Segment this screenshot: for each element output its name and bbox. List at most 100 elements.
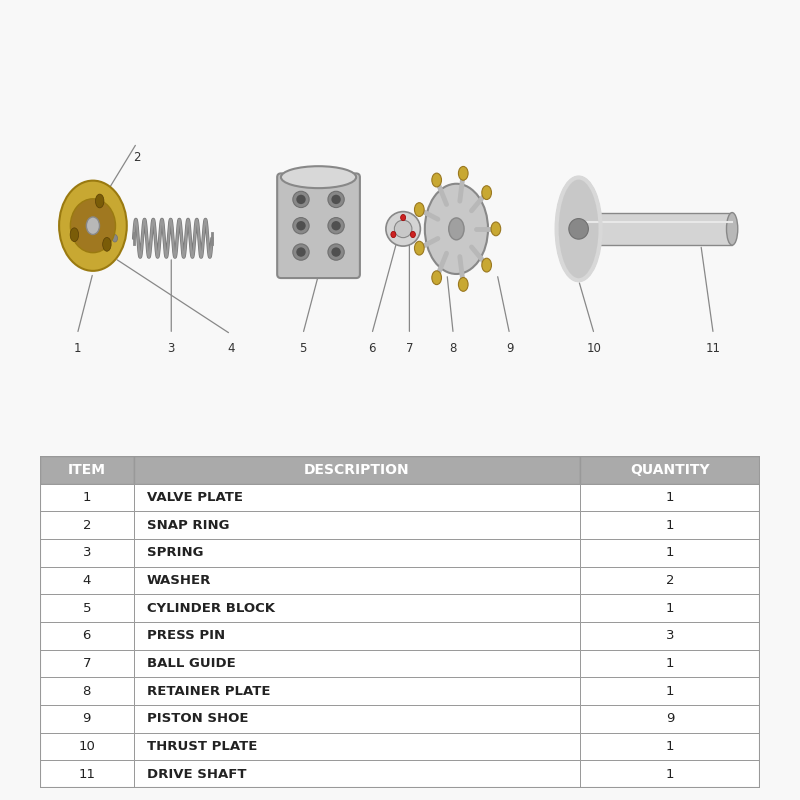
Ellipse shape	[432, 173, 442, 187]
Text: THRUST PLATE: THRUST PLATE	[146, 740, 257, 753]
Text: 8: 8	[450, 342, 457, 354]
Ellipse shape	[491, 222, 501, 236]
Text: 1: 1	[666, 657, 674, 670]
Text: 1: 1	[666, 518, 674, 532]
Text: DESCRIPTION: DESCRIPTION	[304, 463, 410, 477]
Bar	[134, 760, 580, 788]
Ellipse shape	[293, 218, 309, 234]
Bar	[134, 594, 580, 622]
Ellipse shape	[95, 194, 104, 208]
Text: 7: 7	[406, 342, 413, 354]
Bar	[40, 511, 134, 539]
Bar	[40, 760, 134, 788]
FancyBboxPatch shape	[277, 174, 360, 278]
Ellipse shape	[425, 184, 488, 274]
Bar	[580, 594, 760, 622]
Ellipse shape	[449, 218, 464, 240]
Text: CYLINDER BLOCK: CYLINDER BLOCK	[146, 602, 274, 614]
Bar	[134, 733, 580, 760]
Bar	[580, 484, 760, 511]
Ellipse shape	[296, 247, 306, 257]
Text: 9: 9	[506, 342, 514, 354]
Text: 5: 5	[299, 342, 306, 354]
Bar	[134, 456, 580, 484]
Bar	[134, 705, 580, 733]
Text: 2: 2	[133, 150, 141, 163]
Bar	[40, 622, 134, 650]
Text: 1: 1	[74, 342, 81, 354]
Text: 1: 1	[666, 602, 674, 614]
Bar	[40, 539, 134, 566]
Text: 9: 9	[666, 712, 674, 726]
Bar	[40, 484, 134, 511]
Text: 3: 3	[167, 342, 175, 354]
Bar	[40, 566, 134, 594]
Bar	[134, 484, 580, 511]
Text: 2: 2	[82, 518, 91, 532]
Text: 4: 4	[82, 574, 91, 587]
Ellipse shape	[293, 191, 309, 207]
Bar	[580, 678, 760, 705]
Ellipse shape	[410, 231, 415, 238]
Ellipse shape	[482, 258, 491, 272]
Bar	[580, 456, 760, 484]
Bar	[134, 678, 580, 705]
Ellipse shape	[293, 244, 309, 260]
Ellipse shape	[391, 231, 396, 238]
Bar	[40, 678, 134, 705]
Ellipse shape	[482, 186, 491, 199]
Text: 1: 1	[666, 546, 674, 559]
Bar	[578, 213, 732, 245]
Text: 1: 1	[666, 740, 674, 753]
Bar	[40, 456, 134, 484]
Text: 10: 10	[78, 740, 95, 753]
Text: 1: 1	[666, 491, 674, 504]
Bar	[134, 539, 580, 566]
Ellipse shape	[108, 228, 122, 248]
Text: PISTON SHOE: PISTON SHOE	[146, 712, 248, 726]
Ellipse shape	[296, 221, 306, 230]
Ellipse shape	[328, 218, 344, 234]
Text: SNAP RING: SNAP RING	[146, 518, 229, 532]
Ellipse shape	[726, 213, 738, 245]
Bar	[40, 594, 134, 622]
Bar	[580, 733, 760, 760]
Ellipse shape	[394, 220, 412, 238]
Text: 11: 11	[78, 768, 95, 781]
Text: PRESS PIN: PRESS PIN	[146, 630, 225, 642]
Text: VALVE PLATE: VALVE PLATE	[146, 491, 242, 504]
Bar	[134, 650, 580, 678]
Text: 9: 9	[82, 712, 91, 726]
Bar	[580, 511, 760, 539]
Ellipse shape	[70, 228, 78, 242]
Bar	[134, 622, 580, 650]
Ellipse shape	[59, 181, 126, 271]
Text: 4: 4	[227, 342, 234, 354]
Text: 1: 1	[82, 491, 91, 504]
Text: 10: 10	[587, 342, 602, 354]
Ellipse shape	[70, 198, 115, 253]
Text: 5: 5	[82, 602, 91, 614]
Ellipse shape	[112, 234, 118, 242]
Text: BALL GUIDE: BALL GUIDE	[146, 657, 235, 670]
Ellipse shape	[401, 214, 406, 221]
Text: QUANTITY: QUANTITY	[630, 463, 710, 477]
Ellipse shape	[102, 238, 111, 251]
Ellipse shape	[331, 221, 341, 230]
Bar	[580, 650, 760, 678]
Text: RETAINER PLATE: RETAINER PLATE	[146, 685, 270, 698]
Ellipse shape	[432, 271, 442, 285]
Bar	[580, 622, 760, 650]
Ellipse shape	[458, 166, 468, 180]
Ellipse shape	[331, 247, 341, 257]
Bar	[580, 705, 760, 733]
Text: 11: 11	[706, 342, 721, 354]
Ellipse shape	[386, 212, 420, 246]
Bar	[40, 733, 134, 760]
Text: 1: 1	[666, 768, 674, 781]
Text: 1: 1	[666, 685, 674, 698]
Text: 3: 3	[666, 630, 674, 642]
Bar	[40, 705, 134, 733]
Ellipse shape	[458, 278, 468, 291]
Ellipse shape	[86, 217, 99, 234]
